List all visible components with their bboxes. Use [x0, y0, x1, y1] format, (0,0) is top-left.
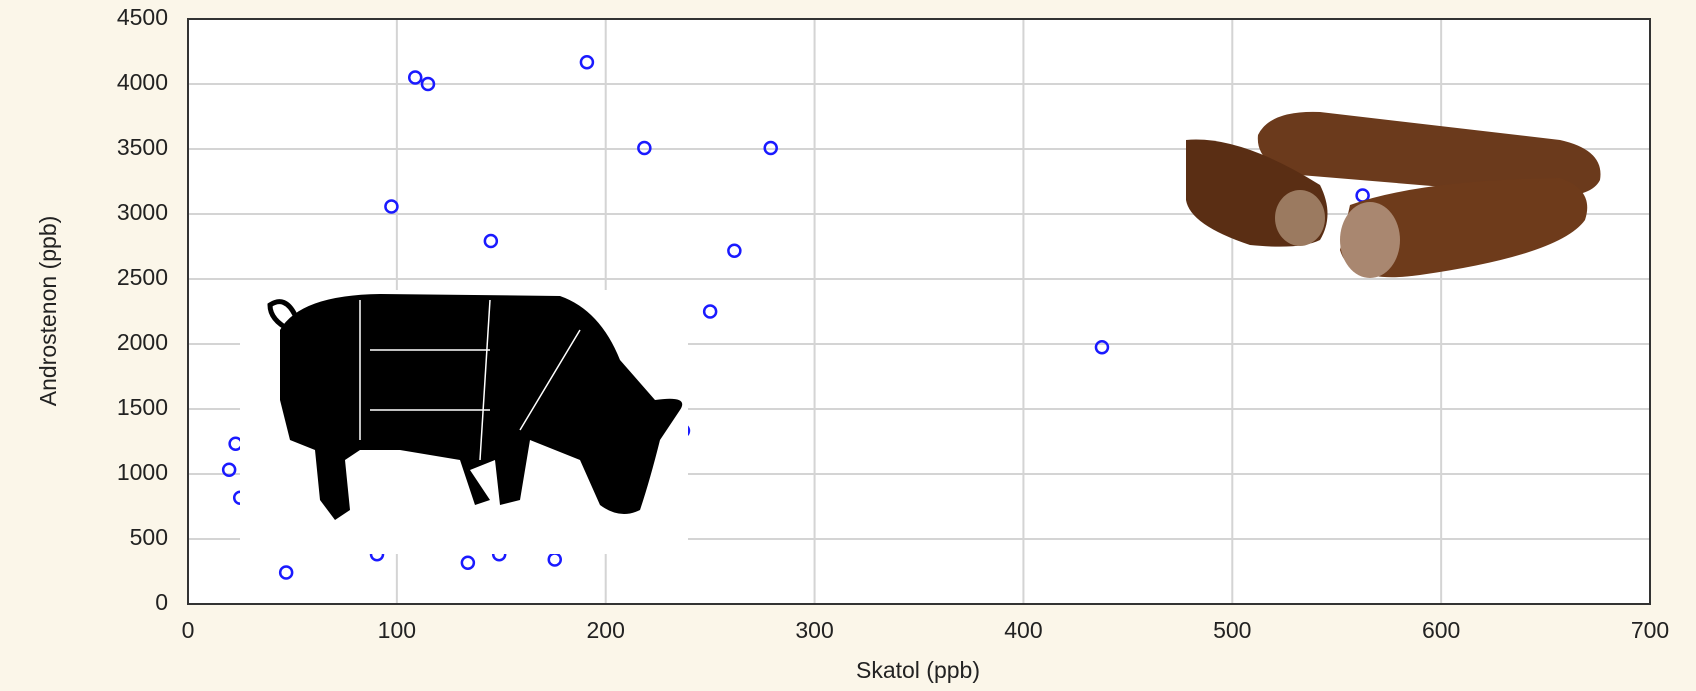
plot-frame [187, 18, 1651, 605]
point [460, 555, 476, 571]
x-tick-label: 500 [1213, 617, 1251, 643]
point [727, 243, 742, 259]
point [1094, 340, 1110, 355]
point [278, 565, 294, 580]
points [221, 55, 1370, 580]
point [407, 70, 423, 85]
point [702, 304, 718, 319]
y-tick-label: 1000 [117, 459, 168, 485]
point [420, 76, 436, 92]
y-tick-label: 0 [155, 589, 168, 615]
y-tick-label: 500 [130, 524, 168, 550]
y-tick-label: 1500 [117, 394, 168, 420]
sausage [1340, 178, 1588, 278]
pig-image [240, 290, 688, 554]
cut-lines [359, 299, 581, 461]
y-tick-label: 4500 [117, 4, 168, 30]
x-tick-label: 200 [587, 617, 625, 643]
x-tick-label: 100 [378, 617, 416, 643]
pig-tail [267, 299, 298, 333]
y-tick-label: 3000 [117, 199, 168, 225]
point [483, 233, 499, 249]
x-tick-label: 400 [1004, 617, 1042, 643]
sausage [1257, 111, 1601, 196]
y-axis-label: Androstenon (ppb) [35, 216, 61, 407]
sausage-cut [1340, 202, 1400, 278]
x-tick-label: 600 [1422, 617, 1460, 643]
x-tick-label: 300 [795, 617, 833, 643]
x-axis-label: Skatol (ppb) [856, 657, 980, 683]
sausage-image [1186, 111, 1601, 278]
x-tick-label: 0 [182, 617, 195, 643]
point [221, 462, 237, 477]
point [637, 140, 652, 156]
point [579, 55, 595, 70]
sausage-cut [1275, 190, 1325, 246]
y-tick-label: 3500 [117, 134, 168, 160]
point [763, 140, 778, 156]
x-tick-label: 700 [1631, 617, 1669, 643]
y-tick-label: 4000 [117, 69, 168, 95]
point [384, 199, 399, 214]
y-tick-label: 2500 [117, 264, 168, 290]
y-tick-label: 2000 [117, 329, 168, 355]
